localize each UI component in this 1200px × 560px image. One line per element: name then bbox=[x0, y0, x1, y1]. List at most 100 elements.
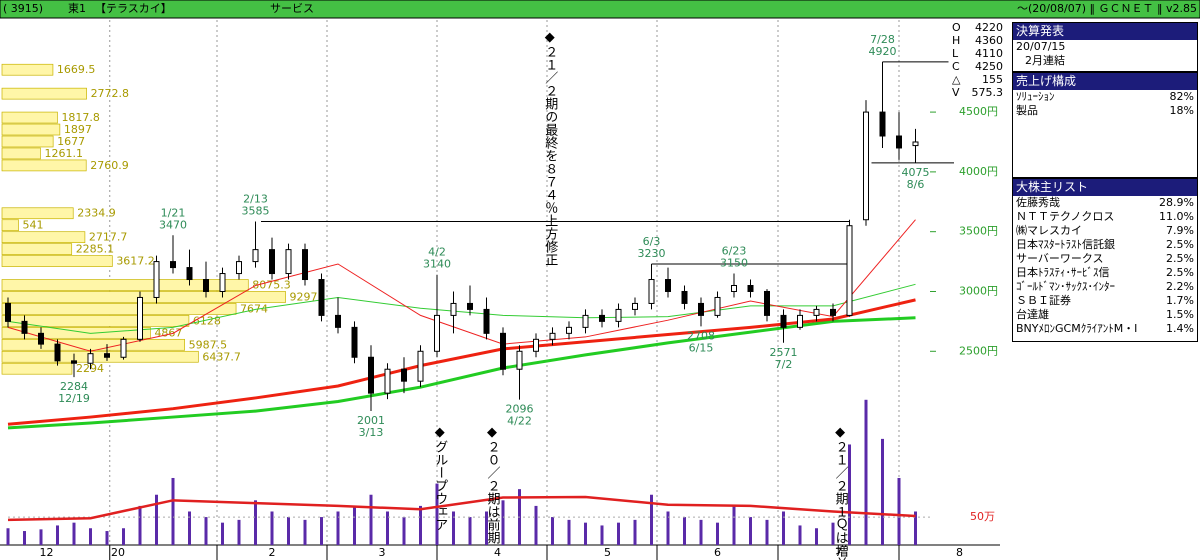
volume-average bbox=[7, 495, 916, 522]
profile-bar bbox=[1, 338, 185, 351]
volume-bar bbox=[765, 519, 769, 545]
profile-bar bbox=[1, 350, 199, 363]
profile-bar bbox=[1, 315, 190, 327]
y-tick-label: 2500円 bbox=[959, 344, 998, 357]
candle-body bbox=[648, 279, 655, 304]
candle-body bbox=[401, 368, 407, 382]
profile-bar bbox=[1, 147, 41, 160]
profile-label: 1817.8 bbox=[61, 111, 100, 124]
volume-bar bbox=[122, 528, 125, 545]
volume-bar bbox=[683, 517, 686, 545]
volume-bar bbox=[105, 531, 109, 545]
candle-body bbox=[549, 332, 556, 340]
volume-bar bbox=[881, 438, 884, 545]
volume-bar bbox=[600, 525, 604, 545]
marker-value: 2001 bbox=[357, 414, 385, 427]
candle-body bbox=[483, 308, 490, 334]
candle-body bbox=[797, 314, 803, 328]
y-tick-label: 3500円 bbox=[959, 225, 998, 238]
candle-body bbox=[764, 290, 770, 316]
marker-value: 3230 bbox=[638, 247, 666, 260]
panel-row: 20/07/15 bbox=[1016, 40, 1066, 53]
profile-bar bbox=[1, 111, 58, 124]
volume-bar bbox=[650, 494, 653, 545]
panel-title: 大株主リスト bbox=[1013, 179, 1197, 196]
quote-key: L bbox=[952, 47, 959, 60]
profile-label: 2772.8 bbox=[91, 87, 130, 100]
volume-tick-label: 50万 bbox=[970, 510, 995, 523]
row-value: 1.7% bbox=[1166, 294, 1194, 307]
event-note: ◆グループウェア bbox=[432, 425, 448, 531]
candle-body bbox=[335, 314, 341, 328]
candle-body bbox=[896, 135, 902, 149]
marker-value: 3140 bbox=[423, 258, 451, 271]
profile-bar bbox=[1, 291, 286, 303]
x-tick-label: 4 bbox=[494, 546, 501, 559]
candle-body bbox=[830, 308, 836, 316]
panel-row: ｿﾘｭｰｼｮﾝ 82% bbox=[1013, 90, 1197, 104]
volume-bar bbox=[254, 500, 257, 545]
quote-key: V bbox=[952, 86, 960, 99]
candle-body bbox=[104, 353, 110, 358]
market: 東1 bbox=[68, 2, 86, 15]
row-label: ㈱マレスカイ bbox=[1016, 224, 1082, 237]
marker-date: 7/28 bbox=[870, 33, 895, 46]
volume-bar bbox=[435, 483, 439, 545]
panel-row: ＳＢＩ証券 1.7% bbox=[1013, 294, 1197, 308]
sales-panel: 売上げ構成 ｿﾘｭｰｼｮﾝ 82% 製品 18% bbox=[1012, 72, 1198, 178]
candle-body bbox=[681, 290, 688, 304]
profile-bar bbox=[1, 231, 86, 243]
row-label: ＮＴＴテクノクロス bbox=[1016, 210, 1115, 223]
row-label: ｿﾘｭｰｼｮﾝ bbox=[1016, 90, 1055, 103]
volume-bar bbox=[336, 511, 340, 545]
profile-label: 7674 bbox=[240, 302, 268, 315]
row-value: 2.5% bbox=[1166, 252, 1194, 265]
panel-row: ㈱マレスカイ 7.9% bbox=[1013, 224, 1197, 238]
earnings-panel: 決算発表 20/07/15 2月連結 bbox=[1012, 22, 1198, 72]
volume-bar bbox=[501, 500, 505, 545]
marker-value: 2571 bbox=[770, 346, 798, 359]
candle-body bbox=[351, 326, 358, 358]
profile-label: 2334.9 bbox=[77, 207, 116, 220]
candle-body bbox=[665, 279, 671, 292]
volume-bar bbox=[155, 494, 158, 545]
profile-label: 1669.5 bbox=[57, 63, 96, 76]
candle-body bbox=[120, 338, 127, 358]
candle-body bbox=[137, 296, 143, 340]
candle-body bbox=[384, 368, 391, 394]
profile-bar bbox=[1, 87, 87, 100]
row-value: 1.4% bbox=[1166, 322, 1194, 335]
volume-bar bbox=[914, 511, 917, 545]
row-value: 82% bbox=[1169, 90, 1194, 103]
volume-bar bbox=[666, 511, 670, 545]
candle-body bbox=[219, 273, 226, 292]
volume-bar bbox=[534, 505, 538, 545]
volume-bar bbox=[419, 505, 422, 545]
volume-bar bbox=[617, 522, 620, 545]
marker-date: 2/13 bbox=[243, 193, 268, 206]
profile-label: 1677 bbox=[57, 135, 85, 148]
volume-bar bbox=[749, 517, 752, 545]
quote-value: 575.3 bbox=[972, 86, 1004, 99]
profile-label: 6437.7 bbox=[202, 350, 241, 363]
volume-bar bbox=[56, 525, 59, 545]
panel-title: 売上げ構成 bbox=[1013, 73, 1197, 90]
row-label: 台達雄 bbox=[1016, 308, 1049, 321]
profile-label: 2285.1 bbox=[76, 243, 115, 256]
volume-bar bbox=[831, 522, 835, 545]
row-label: 佐藤秀哉 bbox=[1016, 196, 1060, 209]
profile-bar bbox=[1, 219, 19, 232]
candle-body bbox=[21, 320, 28, 334]
marker-date: 7/2 bbox=[775, 358, 793, 371]
marker-date: 6/3 bbox=[643, 235, 661, 248]
panel-title: 決算発表 bbox=[1013, 23, 1197, 40]
profile-label: 1897 bbox=[64, 123, 92, 136]
profile-bar bbox=[1, 123, 61, 136]
profile-bar bbox=[1, 279, 249, 291]
volume-bar bbox=[204, 517, 208, 545]
profile-label: 8075.3 bbox=[252, 279, 290, 292]
marker-value: 2096 bbox=[506, 403, 534, 416]
volume-bar bbox=[6, 528, 10, 545]
marker-date: 6/23 bbox=[722, 245, 747, 258]
